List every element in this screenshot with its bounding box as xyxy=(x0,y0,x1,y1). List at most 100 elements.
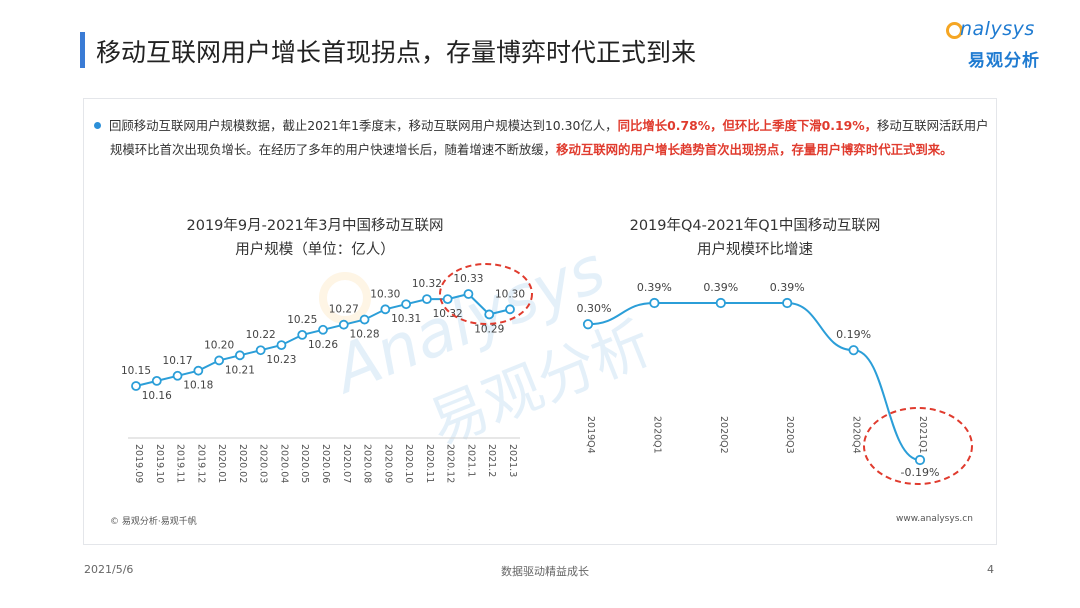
chart1-point xyxy=(255,345,266,356)
chart1-point xyxy=(380,304,391,315)
title-accent-bar xyxy=(80,32,85,68)
chart2-data-label: 0.19% xyxy=(836,328,871,341)
chart2-point xyxy=(582,319,594,330)
chart1-data-label: 10.27 xyxy=(329,304,359,316)
logo-a-icon xyxy=(946,22,963,39)
chart1-point xyxy=(276,340,287,351)
chart1-data-label: 10.17 xyxy=(163,355,193,367)
chart1-data-label: 10.18 xyxy=(183,380,213,392)
bullet-icon xyxy=(94,122,101,129)
chart1-point xyxy=(193,365,204,376)
chart2-tick-label: 2021Q1 xyxy=(917,416,928,454)
chart2-data-label: 0.30% xyxy=(577,302,612,315)
summary-paragraph: 回顾移动互联网用户规模数据，截止2021年1季度末，移动互联网用户规模达到10.… xyxy=(94,114,990,162)
chart1-data-label: 10.31 xyxy=(391,313,421,325)
chart1-tick-label: 2020.10 xyxy=(403,444,414,483)
chart1-data-label: 10.26 xyxy=(308,339,338,351)
website-link[interactable]: www.analysys.cn xyxy=(896,514,973,524)
chart2-point xyxy=(848,345,859,356)
chart1-tick-label: 2020.02 xyxy=(237,444,248,483)
page-number: 4 xyxy=(987,563,994,576)
chart1-tick-label: 2019.12 xyxy=(195,444,206,483)
chart2-tick-label: 2020Q4 xyxy=(851,416,862,454)
chart1-tick-label: 2019.11 xyxy=(175,444,186,483)
slide-title: 移动互联网用户增长首现拐点，存量博弈时代正式到来 xyxy=(96,38,697,67)
chart1-tick-label: 2021.2 xyxy=(486,444,497,477)
chart1-tick-label: 2021.1 xyxy=(465,444,476,477)
page-date: 2021/5/6 xyxy=(84,563,134,576)
chart1-point xyxy=(359,314,370,325)
summary-highlight-2: 移动互联网的用户增长趋势首次出现拐点，存量用户博弈时代正式到来。 xyxy=(556,142,953,157)
chart1-plot: 10.15 2019.09 10.16 2019.10 10.17 2019.11 10.1… xyxy=(121,273,525,483)
chart1-point xyxy=(151,375,162,386)
page-slogan: 数据驱动精益成长 xyxy=(501,565,589,578)
chart2-data-label: 0.39% xyxy=(637,281,672,294)
summary-text-2: 移动互联网活跃用户规模环比首次出现负增长。在经历了多年的用户快速增长后，随着增速… xyxy=(110,118,989,157)
chart1-point xyxy=(463,289,474,299)
chart1-tick-label: 2019.09 xyxy=(133,444,144,483)
chart1-tick-label: 2019.10 xyxy=(154,444,165,483)
chart1-title-line2: 用户规模（单位：亿人） xyxy=(235,242,395,258)
chart1-point xyxy=(131,381,141,391)
chart1-point xyxy=(318,324,328,335)
chart1-point xyxy=(172,370,183,381)
chart1-data-label: 10.21 xyxy=(225,364,255,376)
chart1-data-label: 10.25 xyxy=(287,314,317,326)
chart1-point xyxy=(442,294,453,305)
chart1-data-label: 10.20 xyxy=(204,339,234,351)
chart1-data-label: 10.28 xyxy=(350,329,380,341)
logo-text-en: nalysys xyxy=(960,18,1035,40)
analysys-logo: nalysys 易观分析 xyxy=(946,18,1056,74)
chart1-point xyxy=(297,329,308,340)
chart2-point xyxy=(715,297,726,309)
chart2-title-line1: 2019年Q4-2021年Q1中国移动互联网 xyxy=(629,218,881,234)
chart1-tick-label: 2020.01 xyxy=(216,444,227,483)
chart1-data-label: 10.32 xyxy=(412,278,442,290)
chart1-tick-label: 2020.05 xyxy=(299,444,310,483)
chart1-tick-label: 2020.07 xyxy=(341,444,352,483)
chart2-tick-label: 2020Q3 xyxy=(784,416,795,454)
chart1-data-label: 10.16 xyxy=(142,390,172,402)
chart2-point xyxy=(782,297,793,309)
chart1-point xyxy=(214,355,225,366)
chart2-tick-label: 2020Q2 xyxy=(718,416,729,454)
logo-text-cn: 易观分析 xyxy=(968,51,1040,71)
chart2-point xyxy=(914,454,926,466)
chart2-title-line2: 用户规模环比增速 xyxy=(697,242,813,258)
chart1-highlight-circle xyxy=(439,263,533,325)
chart2-data-label: -0.19% xyxy=(901,466,940,479)
chart1-data-label: 10.33 xyxy=(453,273,483,285)
chart2-data-label: 0.39% xyxy=(770,281,805,294)
chart1-title: 2019年9月-2021年3月中国移动互联网 用户规模（单位：亿人） xyxy=(130,214,500,262)
chart1-data-label: 10.30 xyxy=(495,288,525,300)
source-note: © 易观分析·易观千帆 xyxy=(110,517,197,527)
chart1-data-label: 10.22 xyxy=(246,329,276,341)
summary-text-1: 回顾移动互联网用户规模数据，截止2021年1季度末，移动互联网用户规模达到10.… xyxy=(109,118,618,133)
chart2-tick-label: 2019Q4 xyxy=(585,416,596,454)
chart1-point xyxy=(484,309,495,320)
chart1-tick-label: 2020.03 xyxy=(258,444,269,483)
chart1-title-line1: 2019年9月-2021年3月中国移动互联网 xyxy=(186,218,444,234)
chart1-point xyxy=(421,294,432,305)
content-panel xyxy=(83,98,997,545)
chart1-tick-label: 2020.08 xyxy=(362,444,373,483)
chart1-data-label: 10.30 xyxy=(370,288,400,300)
chart1-point xyxy=(401,299,412,310)
chart2-highlight-circle xyxy=(863,407,973,485)
chart2-data-label: 0.39% xyxy=(703,281,738,294)
chart1-tick-label: 2020.11 xyxy=(424,444,435,483)
chart1-tick-label: 2021.3 xyxy=(507,444,518,477)
chart1-data-label: 10.29 xyxy=(474,323,504,335)
chart1-tick-label: 2020.09 xyxy=(382,444,393,483)
chart1-point xyxy=(505,304,515,315)
chart2-point xyxy=(649,297,660,309)
summary-highlight-1: 同比增长0.78%，但环比上季度下滑0.19%， xyxy=(617,118,878,133)
chart1-point xyxy=(234,350,245,361)
chart2-title: 2019年Q4-2021年Q1中国移动互联网 用户规模环比增速 xyxy=(570,214,940,262)
chart1-tick-label: 2020.12 xyxy=(445,444,456,483)
watermark: Analysys 易观分析 xyxy=(319,233,660,458)
chart1-point xyxy=(338,319,349,330)
chart2-plot: 0.30% 2019Q4 0.39% 2020Q1 0.39% 2020Q2 0.39% 20… xyxy=(577,281,940,479)
chart1-tick-label: 2020.04 xyxy=(278,444,289,483)
